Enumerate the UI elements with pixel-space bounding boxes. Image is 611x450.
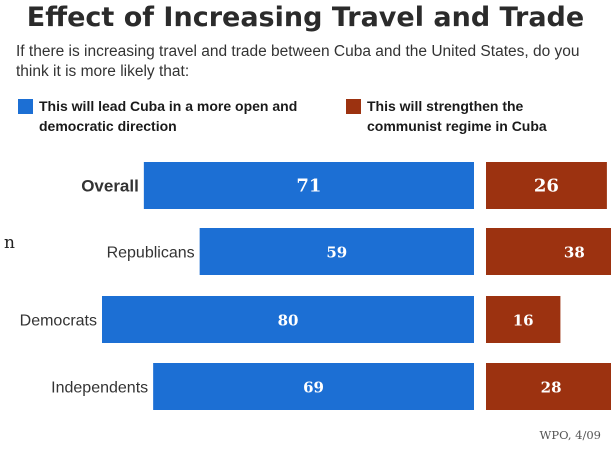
value-label-strengthen-regime-overall: 26 — [534, 176, 559, 197]
value-label-open-democratic-republicans: 59 — [326, 244, 347, 262]
category-label-overall: Overall — [81, 177, 139, 196]
value-label-open-democratic-overall: 71 — [296, 176, 321, 197]
category-label-independents: Independents — [51, 380, 148, 397]
value-label-open-democratic-independents: 69 — [303, 379, 324, 397]
category-label-republicans: Republicans — [107, 245, 195, 262]
value-label-strengthen-regime-independents: 28 — [541, 379, 562, 397]
value-label-strengthen-regime-republicans: 38 — [564, 244, 585, 262]
source-note: WPO, 4/09 — [540, 428, 601, 442]
value-label-strengthen-regime-democrats: 16 — [513, 312, 534, 330]
value-label-open-democratic-democrats: 80 — [278, 312, 299, 330]
category-label-democrats: Democrats — [20, 313, 97, 330]
bar-strengthen-regime-republicans — [486, 228, 611, 275]
